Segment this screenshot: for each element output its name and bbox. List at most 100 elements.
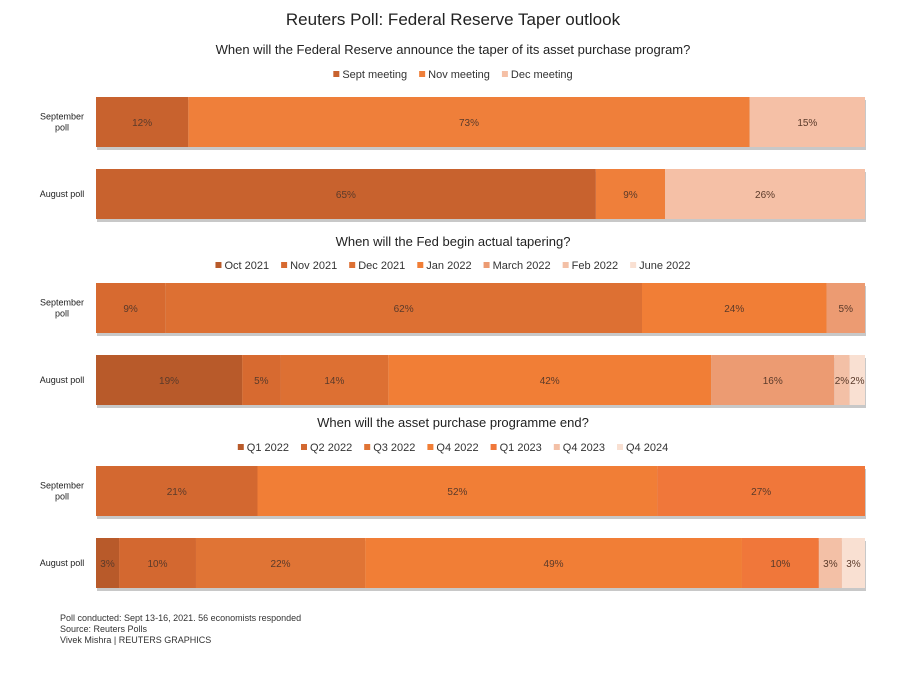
legend-swatch (364, 444, 371, 450)
bar-segment (595, 169, 666, 219)
data-label: 3% (100, 559, 115, 570)
data-label: 14% (324, 376, 344, 387)
legend-label: Nov 2021 (290, 260, 337, 272)
data-label: 12% (132, 118, 152, 129)
legend-swatch (617, 444, 624, 450)
bar-segment (818, 538, 842, 588)
data-label: 49% (544, 559, 564, 570)
legend-label: Dec 2021 (358, 260, 405, 272)
bar-segment (711, 355, 835, 405)
data-label: 10% (148, 559, 168, 570)
data-label: 26% (755, 190, 775, 201)
legend-swatch (419, 71, 426, 77)
bar-segment (188, 97, 750, 147)
data-label: 5% (839, 304, 854, 315)
bar-segment (657, 466, 865, 516)
bar-segment (195, 538, 366, 588)
data-label: 24% (724, 304, 744, 315)
legend-swatch (427, 444, 434, 450)
legend-label: Q2 2022 (310, 442, 352, 454)
footer-credit: Vivek Mishra | REUTERS GRAPHICS (60, 635, 212, 645)
bar-segment (165, 283, 642, 333)
legend-swatch (553, 444, 560, 450)
data-label: 62% (394, 304, 414, 315)
data-label: 73% (459, 118, 479, 129)
bar-segment (242, 355, 281, 405)
data-label: 3% (823, 559, 838, 570)
data-label: 10% (770, 559, 790, 570)
bar-segment (96, 538, 120, 588)
data-label: 9% (123, 304, 138, 315)
data-label: 3% (846, 559, 861, 570)
data-label: 21% (167, 487, 187, 498)
bar-segment (849, 355, 865, 405)
bar-segment (365, 538, 742, 588)
footer-source: Source: Reuters Polls (60, 624, 148, 634)
bar-segment (96, 169, 596, 219)
legend-swatch (300, 444, 307, 450)
row-label: poll (55, 123, 69, 133)
legend-label: Sept meeting (342, 69, 407, 81)
data-label: 27% (751, 487, 771, 498)
legend-label: Jan 2022 (426, 260, 471, 272)
legend-swatch (417, 262, 424, 268)
legend-label: March 2022 (493, 260, 551, 272)
legend-swatch (237, 444, 244, 450)
bar-segment (96, 283, 166, 333)
bar-segment (641, 283, 827, 333)
panel-subtitle: When will the asset purchase programme e… (317, 415, 589, 430)
panel-subtitle: When will the Fed begin actual tapering? (336, 234, 571, 249)
bar-segment (96, 97, 189, 147)
data-label: 2% (835, 376, 850, 387)
legend-swatch (562, 262, 569, 268)
legend-swatch (630, 262, 637, 268)
data-label: 42% (540, 376, 560, 387)
bar-segment (749, 97, 865, 147)
data-label: 16% (763, 376, 783, 387)
data-label: 2% (850, 376, 865, 387)
data-label: 52% (447, 487, 467, 498)
chart-title: Reuters Poll: Federal Reserve Taper outl… (285, 10, 621, 29)
legend-swatch (281, 262, 288, 268)
panel-subtitle: When will the Federal Reserve announce t… (216, 42, 691, 57)
legend-swatch (215, 262, 222, 268)
legend-label: Q4 2023 (563, 442, 605, 454)
legend-label: Oct 2021 (224, 260, 269, 272)
bar-segment (834, 355, 850, 405)
bar-segment (665, 169, 865, 219)
bar-segment (280, 355, 389, 405)
bar-segment (96, 466, 258, 516)
bar-segment (388, 355, 712, 405)
legend-label: June 2022 (639, 260, 690, 272)
bar-segment (826, 283, 865, 333)
data-label: 19% (159, 376, 179, 387)
bar-segment (741, 538, 819, 588)
bar-segment (841, 538, 865, 588)
data-label: 15% (797, 118, 817, 129)
legend-label: Q4 2022 (436, 442, 478, 454)
legend-label: Q3 2022 (373, 442, 415, 454)
legend-label: Q1 2023 (500, 442, 542, 454)
row-label: September (40, 298, 84, 308)
bar-segment (96, 355, 243, 405)
row-label: August poll (40, 189, 85, 199)
legend-label: Feb 2022 (572, 260, 618, 272)
legend-swatch (490, 444, 497, 450)
row-label: August poll (40, 558, 85, 568)
data-label: 65% (336, 190, 356, 201)
data-label: 5% (254, 376, 269, 387)
row-label: August poll (40, 375, 85, 385)
footer-poll-note: Poll conducted: Sept 13-16, 2021. 56 eco… (60, 613, 302, 623)
legend-swatch (333, 71, 340, 77)
legend-swatch (501, 71, 508, 77)
data-label: 9% (623, 190, 638, 201)
data-label: 22% (271, 559, 291, 570)
footer-notes: Poll conducted: Sept 13-16, 2021. 56 eco… (60, 613, 301, 646)
legend-swatch (349, 262, 356, 268)
legend-label: Q1 2022 (247, 442, 289, 454)
row-label: poll (55, 309, 69, 319)
legend-swatch (483, 262, 490, 268)
legend-label: Nov meeting (428, 69, 490, 81)
legend-label: Q4 2024 (626, 442, 668, 454)
